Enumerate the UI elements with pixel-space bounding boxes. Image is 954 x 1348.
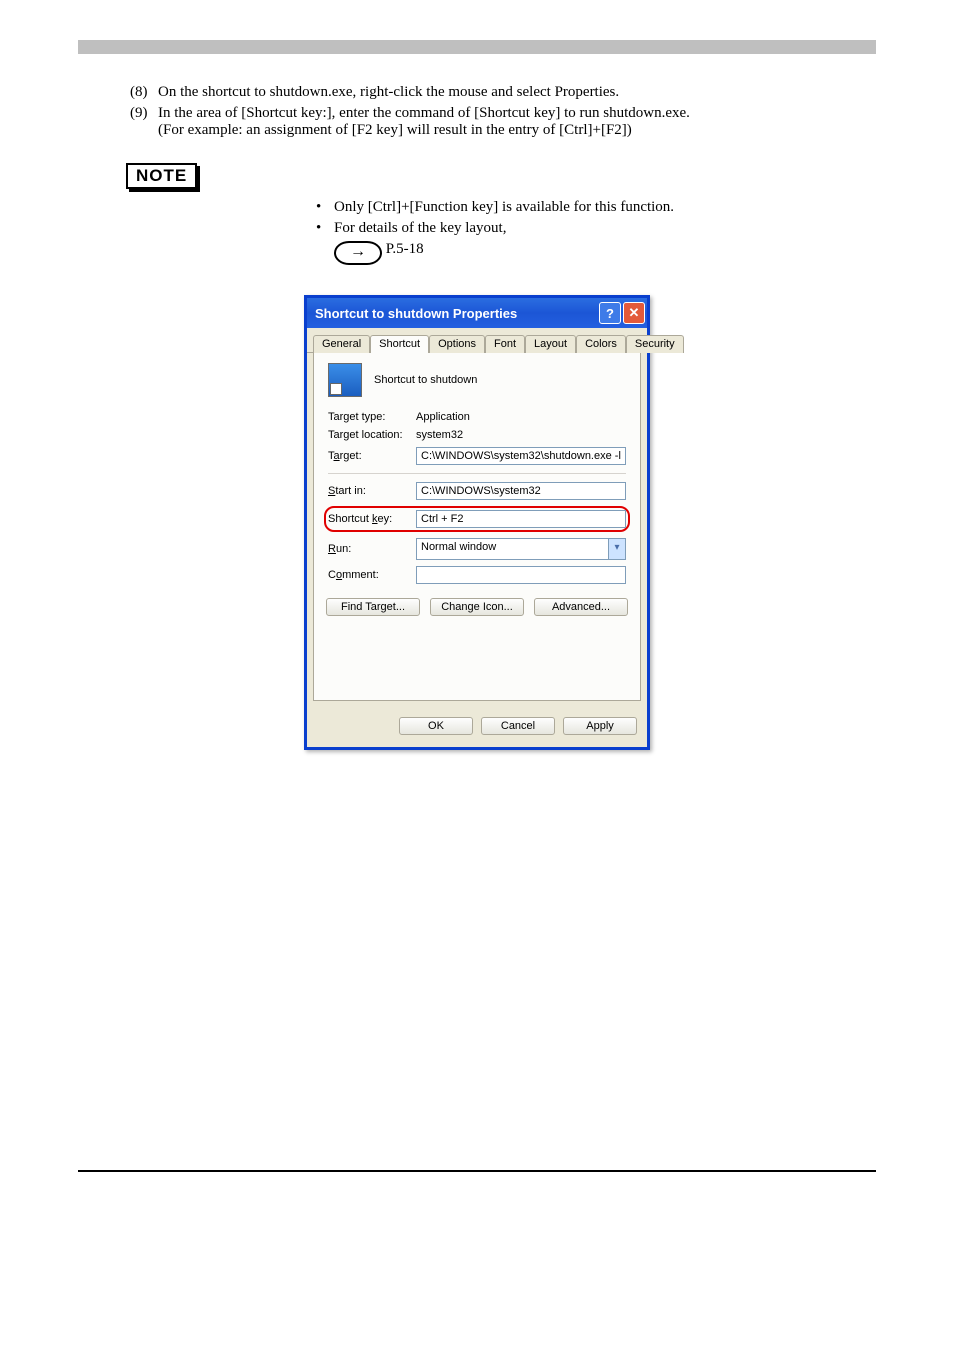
dialog-footer: OK Cancel Apply: [307, 707, 647, 747]
shortcut-key-highlight: Shortcut key:: [324, 506, 630, 532]
label-shortcut-key: Shortcut key:: [328, 513, 416, 525]
dialog-title: Shortcut to shutdown Properties: [315, 306, 597, 321]
row-run: Run: Normal window ▾: [328, 538, 626, 560]
ok-button[interactable]: OK: [399, 717, 473, 735]
note-body: • Only [Ctrl]+[Function key] is availabl…: [316, 199, 876, 265]
label-start-in: Start in:: [328, 485, 416, 497]
run-select-text: Normal window: [417, 539, 608, 559]
shortcut-key-input[interactable]: [416, 510, 626, 528]
step-8: (8) On the shortcut to shutdown.exe, rig…: [130, 84, 876, 101]
step-8-text: On the shortcut to shutdown.exe, right-c…: [158, 84, 876, 101]
note-item-2: For details of the key layout,: [334, 220, 506, 237]
note-ref-line: → P.5-18: [334, 241, 876, 265]
step-9-num: (9): [130, 105, 158, 139]
note-bullet-1: •: [316, 199, 334, 216]
icon-row: Shortcut to shutdown: [328, 363, 626, 397]
label-target-location: Target location:: [328, 429, 416, 441]
step-9-text2: (For example: an assignment of [F2 key] …: [158, 122, 632, 138]
properties-dialog: Shortcut to shutdown Properties ? ✕ Gene…: [304, 295, 650, 750]
arrow-icon: →: [334, 241, 382, 265]
note-ref: P.5-18: [386, 241, 424, 257]
step-9-text1: In the area of [Shortcut key:], enter th…: [158, 105, 690, 121]
change-icon-button[interactable]: Change Icon...: [430, 598, 524, 616]
value-target-type: Application: [416, 411, 470, 423]
help-button[interactable]: ?: [599, 302, 621, 324]
top-gray-bar: [78, 40, 876, 54]
step-8-num: (8): [130, 84, 158, 101]
target-input[interactable]: [416, 447, 626, 465]
find-target-button[interactable]: Find Target...: [326, 598, 420, 616]
dialog-tabs: General Shortcut Options Font Layout Col…: [307, 328, 647, 353]
tab-general[interactable]: General: [313, 335, 370, 353]
label-comment: Comment:: [328, 569, 416, 581]
start-in-input[interactable]: [416, 482, 626, 500]
tab-shortcut[interactable]: Shortcut: [370, 335, 429, 353]
note-item-1: Only [Ctrl]+[Function key] is available …: [334, 199, 674, 216]
mid-button-row: Find Target... Change Icon... Advanced..…: [328, 598, 626, 616]
dialog-panel: Shortcut to shutdown Target type: Applic…: [313, 353, 641, 701]
icon-label: Shortcut to shutdown: [374, 374, 477, 386]
note-label: NOTE: [126, 163, 197, 189]
label-run: Run:: [328, 543, 416, 555]
label-target: Target:: [328, 450, 416, 462]
row-start-in: Start in:: [328, 482, 626, 500]
shortcut-icon: [328, 363, 362, 397]
tab-font[interactable]: Font: [485, 335, 525, 353]
bottom-rule: [78, 1170, 876, 1172]
tab-colors[interactable]: Colors: [576, 335, 626, 353]
row-target-type: Target type: Application: [328, 411, 626, 423]
run-select[interactable]: Normal window ▾: [416, 538, 626, 560]
row-shortcut-key: Shortcut key:: [328, 510, 626, 528]
row-target-location: Target location: system32: [328, 429, 626, 441]
advanced-button[interactable]: Advanced...: [534, 598, 628, 616]
apply-button[interactable]: Apply: [563, 717, 637, 735]
step-9-text: In the area of [Shortcut key:], enter th…: [158, 105, 876, 139]
note-bullet-2: •: [316, 220, 334, 237]
comment-input[interactable]: [416, 566, 626, 584]
value-target-location: system32: [416, 429, 463, 441]
chevron-down-icon: ▾: [608, 539, 625, 559]
row-target: Target:: [328, 447, 626, 465]
row-comment: Comment:: [328, 566, 626, 584]
tab-layout[interactable]: Layout: [525, 335, 576, 353]
dialog-titlebar[interactable]: Shortcut to shutdown Properties ? ✕: [307, 298, 647, 328]
tab-security[interactable]: Security: [626, 335, 684, 353]
cancel-button[interactable]: Cancel: [481, 717, 555, 735]
close-button[interactable]: ✕: [623, 302, 645, 324]
label-target-type: Target type:: [328, 411, 416, 423]
tab-options[interactable]: Options: [429, 335, 485, 353]
step-9: (9) In the area of [Shortcut key:], ente…: [130, 105, 876, 139]
